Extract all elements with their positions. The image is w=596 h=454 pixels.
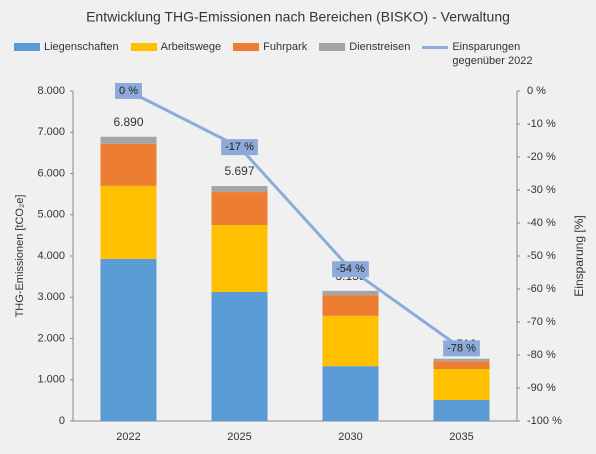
bar-segment (100, 143, 157, 186)
legend-swatch (233, 43, 260, 51)
legend-swatch (14, 43, 40, 51)
value-label: 0 % (119, 85, 138, 97)
legend-swatch (130, 43, 157, 51)
x-tick-label: 2035 (449, 431, 473, 443)
y-tick-label: 8.000 (37, 85, 65, 97)
bar-segment (100, 185, 157, 259)
x-tick-label: 2022 (116, 431, 140, 443)
value-label-box (443, 340, 480, 357)
legend-item: Liegenschaften (14, 40, 119, 54)
bar-segment (100, 136, 157, 144)
y2-tick-label: -50 % (527, 250, 556, 262)
legend-label: Arbeitswege (160, 41, 222, 53)
y2-tick-label: -60 % (527, 283, 556, 295)
bar-segment (322, 366, 379, 421)
total-label: 6.890 (113, 115, 143, 129)
y2-tick-label: -30 % (527, 184, 556, 196)
y2-tick-label: -20 % (527, 151, 556, 163)
x-tick-label: 2030 (338, 431, 362, 443)
y2-axis-title: Einsparung [%] (572, 215, 586, 296)
bar-segment (211, 185, 268, 193)
bar-segment (433, 361, 490, 370)
y2-tick-label: -80 % (527, 349, 556, 361)
bar-segment (433, 369, 490, 400)
y2-tick-label: -70 % (527, 316, 556, 328)
total-label: 5.697 (224, 164, 254, 178)
legend-item: Einsparungen gegenüber 2022 (422, 40, 562, 68)
y-tick-label: 0 (59, 415, 65, 427)
bar-segment (211, 225, 268, 292)
y2-tick-label: -90 % (527, 382, 556, 394)
legend-swatch (422, 46, 449, 49)
bar-segment (322, 295, 379, 316)
y-axis-title: THG-Emissionen [tCO₂e] (14, 195, 26, 318)
value-label-box (115, 83, 142, 99)
y2-tick-label: -40 % (527, 217, 556, 229)
bar-segment (433, 399, 490, 421)
legend-label: Einsparungen gegenüber 2022 (452, 41, 533, 67)
y-tick-label: 4.000 (37, 250, 65, 262)
legend-label: Fuhrpark (263, 41, 308, 53)
bar-segment (322, 290, 379, 296)
bar-segment (211, 291, 268, 421)
legend-label: Liegenschaften (44, 41, 119, 53)
legend-swatch (319, 43, 346, 51)
y-tick-label: 5.000 (37, 209, 65, 221)
line-series (127, 89, 463, 350)
y-tick-label: 3.000 (37, 291, 65, 303)
value-label-box (221, 139, 258, 156)
y2-tick-label: -100 % (527, 415, 562, 427)
legend-item: Arbeitswege (130, 40, 222, 54)
legend-item: Dienstreisen (319, 40, 410, 54)
value-label: -54 % (336, 263, 365, 275)
y2-tick-label: -10 % (527, 118, 556, 130)
legend-label: Dienstreisen (349, 41, 411, 53)
y2-tick-label: 0 % (527, 85, 546, 97)
value-label: -17 % (225, 141, 254, 153)
x-tick-label: 2025 (227, 431, 251, 443)
y-tick-label: 7.000 (37, 126, 65, 138)
bar-segment (211, 192, 268, 226)
value-label: -78 % (447, 342, 476, 354)
y-tick-label: 1.000 (37, 374, 65, 386)
legend-item: Fuhrpark (233, 40, 307, 54)
bar-segment (100, 258, 157, 421)
y-tick-label: 2.000 (37, 332, 65, 344)
y-tick-label: 6.000 (37, 167, 65, 179)
legend: Liegenschaften Arbeitswege Fuhrpark Dienstr… (14, 40, 584, 68)
value-label-box (332, 261, 369, 278)
chart-title: Entwicklung THG-Emissionen nach Bereiche… (86, 9, 510, 25)
bar-segment (322, 315, 379, 367)
bar-segment (433, 358, 490, 362)
